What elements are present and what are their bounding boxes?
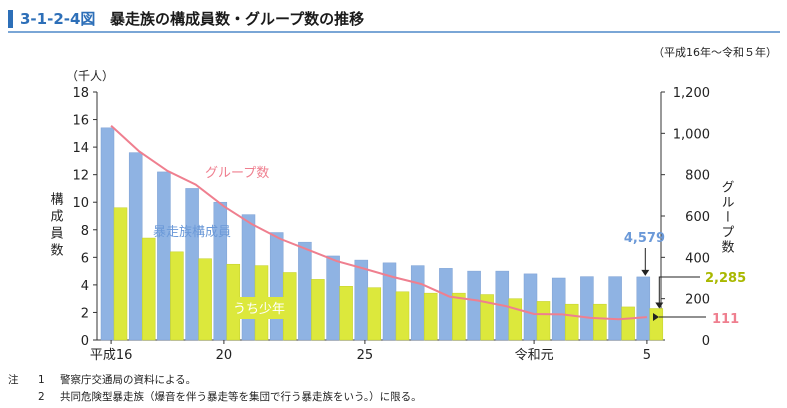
juvenile-bar: [564, 303, 579, 341]
juvenile-arrow-head: [655, 302, 664, 309]
note-1: 注 1 警察庁交通局の資料による。: [8, 372, 422, 389]
note-head: 注: [8, 374, 19, 386]
right-axis-title: グループ数: [719, 180, 735, 255]
x-tick-label: 平成16: [90, 348, 133, 363]
member-bar: [128, 152, 143, 341]
header-rule: [8, 31, 780, 33]
left-tick-label: 4: [81, 279, 89, 294]
note-number: 1: [38, 374, 45, 386]
left-tick-label: 16: [72, 114, 89, 129]
juvenile-bar: [367, 287, 382, 341]
notes: 注 1 警察庁交通局の資料による。 2 共同危険型暴走族（爆音を伴う暴走等を集団で行う…: [8, 372, 422, 406]
juvenile-bar: [113, 207, 128, 341]
period-label: （平成16年～令和５年）: [653, 46, 777, 59]
member-bar: [467, 270, 481, 341]
juvenile-bar: [141, 237, 156, 341]
member-bar: [636, 276, 651, 341]
juvenile-bar: [649, 308, 664, 341]
note-2: 2 共同危険型暴走族（爆音を伴う暴走等を集団で行う暴走族をいう。）に限る。: [8, 389, 422, 406]
left-axis-unit: （千人）: [66, 69, 114, 83]
member-last-value: 4,579: [624, 231, 665, 246]
member-bar: [439, 268, 453, 341]
left-tick-label: 18: [72, 86, 89, 101]
group-series-label: グループ数: [205, 166, 269, 181]
member-bar: [100, 127, 115, 341]
member-bar: [580, 276, 594, 341]
juvenile-bar: [621, 306, 635, 341]
member-bar: [213, 201, 228, 341]
juvenile-last-value: 2,285: [705, 271, 746, 286]
left-tick-label: 10: [72, 196, 89, 211]
left-axis-title: 構成員数: [48, 192, 64, 260]
left-tick-label: 6: [81, 251, 89, 266]
header-accent-bar: [8, 10, 13, 28]
left-tick-label: 14: [72, 141, 89, 156]
member-bar: [354, 259, 369, 341]
right-tick-label: 200: [685, 293, 710, 308]
juvenile-bar: [536, 301, 551, 341]
note-text: 共同危険型暴走族（爆音を伴う暴走等を集団で行う暴走族をいう。）に限る。: [60, 391, 422, 403]
member-bar: [326, 255, 340, 341]
juvenile-bar: [395, 291, 410, 341]
juvenile-bar: [198, 258, 212, 341]
member-bar: [157, 171, 171, 341]
x-tick-label: 20: [216, 348, 233, 363]
right-tick-label: 1,200: [673, 86, 710, 101]
group-last-value: 111: [712, 312, 739, 327]
member-bar: [410, 265, 425, 341]
chart: 0 2 4 6 8 10 12 14 16 18 0 200 400 600 800 1,000 1,200 （千…: [48, 69, 747, 363]
right-tick-label: 400: [685, 251, 710, 266]
juvenile-bar: [508, 298, 523, 341]
left-tick-label: 0: [81, 334, 89, 349]
juvenile-bar: [593, 303, 607, 341]
member-bar: [523, 273, 538, 341]
right-tick-label: 600: [685, 210, 710, 225]
juvenile-arrow-line: [658, 276, 700, 305]
juvenile-label-box: [228, 297, 290, 319]
group-count-line: [110, 124, 647, 321]
x-tick-label: 5: [643, 348, 651, 363]
note-text: 警察庁交通局の資料による。: [60, 374, 197, 386]
left-tick-label: 12: [72, 169, 89, 184]
member-bar: [269, 232, 284, 341]
juvenile-bar: [452, 292, 466, 341]
left-tick-label: 2: [81, 306, 89, 321]
right-tick-label: 800: [685, 169, 710, 184]
juvenile-bar: [480, 294, 494, 341]
juvenile-bar: [170, 251, 184, 341]
figure-title: 暴走族の構成員数・グループ数の推移: [110, 10, 365, 28]
member-bar: [608, 276, 622, 341]
x-tick-label: 令和元: [515, 348, 554, 363]
x-tick-label: 25: [357, 348, 374, 363]
figure-id: 3-1-2-4図: [20, 10, 96, 28]
juvenile-bar: [339, 286, 353, 341]
member-bar: [241, 214, 256, 341]
member-bar: [185, 188, 199, 341]
right-tick-label: 0: [702, 334, 710, 349]
figure-header: 3-1-2-4図 暴走族の構成員数・グループ数の推移: [0, 0, 787, 36]
right-tick-label: 1,000: [673, 127, 710, 142]
member-bar: [551, 277, 566, 341]
member-bar: [298, 241, 312, 341]
note-number: 2: [38, 391, 45, 403]
juvenile-bar: [311, 279, 325, 341]
left-tick-label: 8: [81, 224, 89, 239]
juvenile-bar: [423, 292, 438, 341]
member-arrow-head: [641, 269, 650, 276]
juvenile-series-label: うち少年: [233, 302, 285, 317]
member-series-label: 暴走族構成員: [153, 224, 231, 240]
group-arrow-head: [653, 313, 659, 322]
